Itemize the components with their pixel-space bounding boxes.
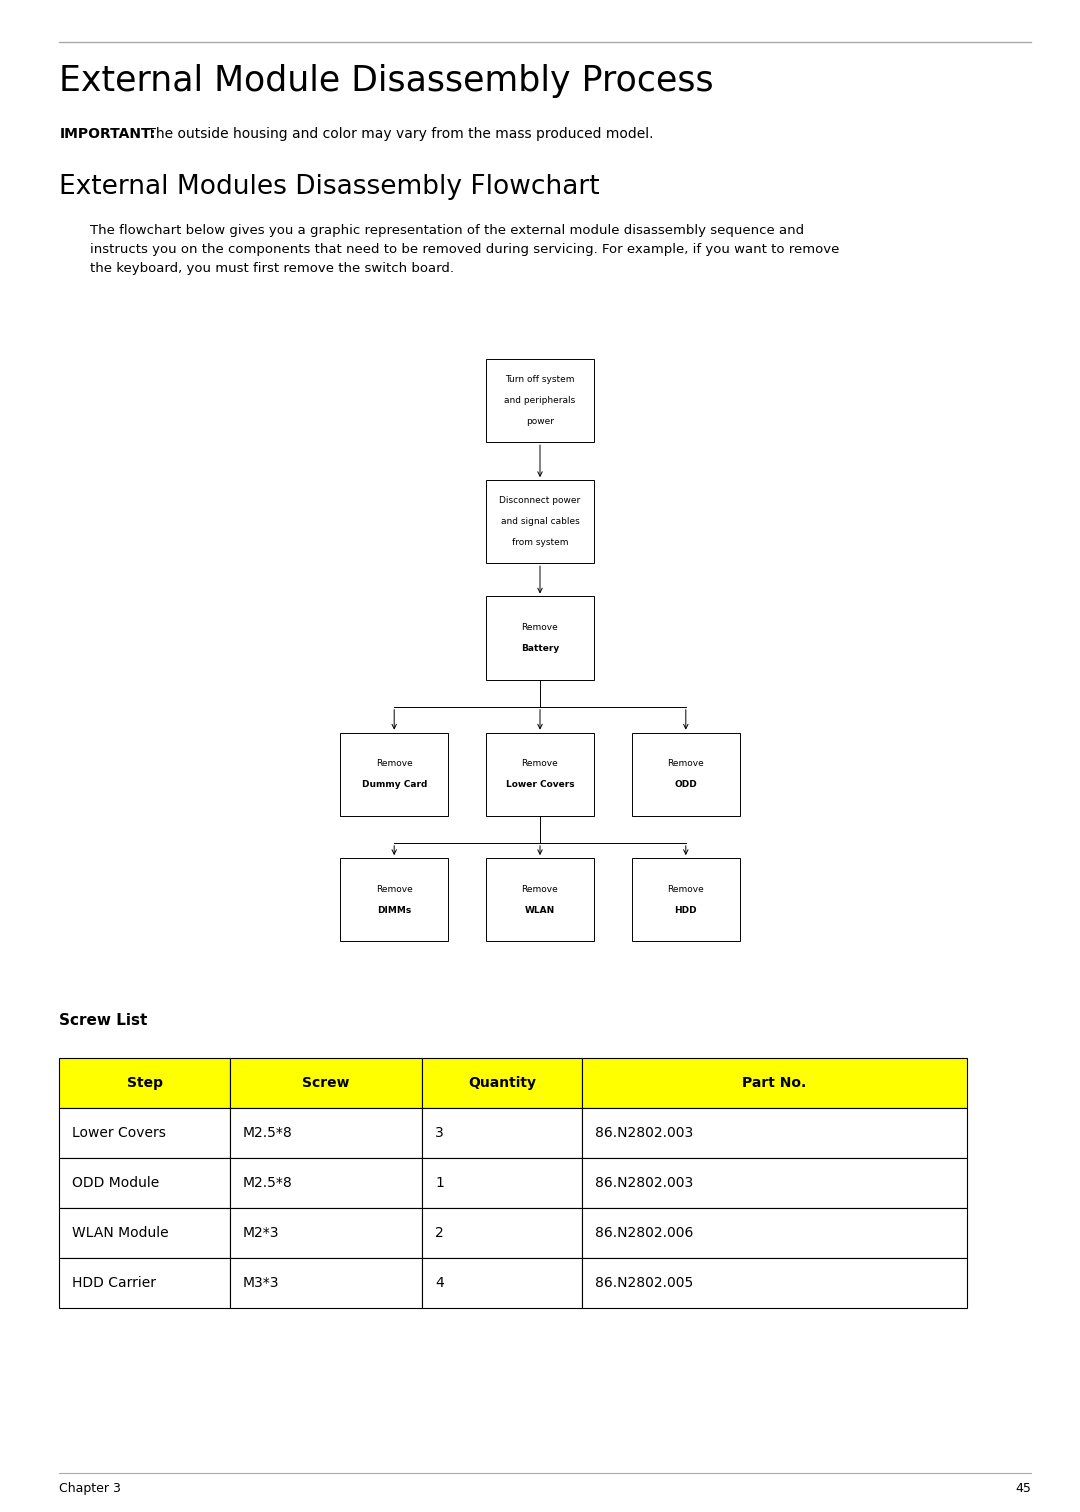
Text: Part No.: Part No. <box>742 1077 807 1090</box>
FancyBboxPatch shape <box>486 481 594 562</box>
FancyBboxPatch shape <box>486 358 594 442</box>
Text: from system: from system <box>512 538 568 547</box>
Text: 86.N2802.006: 86.N2802.006 <box>595 1226 693 1240</box>
Text: 86.N2802.003: 86.N2802.003 <box>595 1126 693 1140</box>
Text: Step: Step <box>126 1077 163 1090</box>
FancyBboxPatch shape <box>59 1108 230 1158</box>
Text: M2.5*8: M2.5*8 <box>243 1126 293 1140</box>
Text: M2.5*8: M2.5*8 <box>243 1176 293 1190</box>
FancyBboxPatch shape <box>582 1058 967 1108</box>
FancyBboxPatch shape <box>422 1208 582 1258</box>
Text: Screw: Screw <box>302 1077 350 1090</box>
FancyBboxPatch shape <box>340 859 448 940</box>
FancyBboxPatch shape <box>340 733 448 816</box>
Text: DIMMs: DIMMs <box>377 906 411 915</box>
Text: The outside housing and color may vary from the mass produced model.: The outside housing and color may vary f… <box>143 127 653 141</box>
Text: 45: 45 <box>1015 1482 1031 1495</box>
FancyBboxPatch shape <box>582 1208 967 1258</box>
FancyBboxPatch shape <box>230 1258 422 1308</box>
Text: 86.N2802.005: 86.N2802.005 <box>595 1276 693 1290</box>
Text: Remove: Remove <box>522 885 558 894</box>
Text: 2: 2 <box>435 1226 444 1240</box>
Text: 3: 3 <box>435 1126 444 1140</box>
Text: Remove: Remove <box>522 759 558 768</box>
FancyBboxPatch shape <box>582 1158 967 1208</box>
FancyBboxPatch shape <box>422 1258 582 1308</box>
FancyBboxPatch shape <box>230 1108 422 1158</box>
Text: Remove: Remove <box>376 885 413 894</box>
Text: 4: 4 <box>435 1276 444 1290</box>
Text: Screw List: Screw List <box>59 1013 148 1028</box>
FancyBboxPatch shape <box>230 1158 422 1208</box>
FancyBboxPatch shape <box>59 1058 230 1108</box>
FancyBboxPatch shape <box>486 859 594 940</box>
FancyBboxPatch shape <box>582 1108 967 1158</box>
Text: 1: 1 <box>435 1176 444 1190</box>
Text: Dummy Card: Dummy Card <box>362 780 427 789</box>
Text: power: power <box>526 417 554 426</box>
Text: and peripherals: and peripherals <box>504 396 576 405</box>
FancyBboxPatch shape <box>632 859 740 940</box>
FancyBboxPatch shape <box>582 1258 967 1308</box>
FancyBboxPatch shape <box>422 1158 582 1208</box>
FancyBboxPatch shape <box>59 1208 230 1258</box>
Text: Disconnect power: Disconnect power <box>499 496 581 505</box>
Text: 86.N2802.003: 86.N2802.003 <box>595 1176 693 1190</box>
Text: ODD: ODD <box>674 780 698 789</box>
Text: Lower Covers: Lower Covers <box>505 780 575 789</box>
FancyBboxPatch shape <box>486 596 594 680</box>
FancyBboxPatch shape <box>632 733 740 816</box>
Text: M2*3: M2*3 <box>243 1226 280 1240</box>
Text: The flowchart below gives you a graphic representation of the external module di: The flowchart below gives you a graphic … <box>90 224 839 275</box>
Text: Remove: Remove <box>522 623 558 632</box>
FancyBboxPatch shape <box>59 1158 230 1208</box>
Text: Chapter 3: Chapter 3 <box>59 1482 121 1495</box>
Text: M3*3: M3*3 <box>243 1276 280 1290</box>
Text: ODD Module: ODD Module <box>72 1176 160 1190</box>
Text: Battery: Battery <box>521 644 559 653</box>
Text: Remove: Remove <box>667 759 704 768</box>
Text: HDD: HDD <box>675 906 697 915</box>
Text: External Modules Disassembly Flowchart: External Modules Disassembly Flowchart <box>59 174 600 200</box>
Text: Remove: Remove <box>376 759 413 768</box>
Text: IMPORTANT:: IMPORTANT: <box>59 127 156 141</box>
Text: and signal cables: and signal cables <box>501 517 579 526</box>
Text: WLAN Module: WLAN Module <box>72 1226 168 1240</box>
FancyBboxPatch shape <box>59 1258 230 1308</box>
Text: External Module Disassembly Process: External Module Disassembly Process <box>59 64 714 97</box>
FancyBboxPatch shape <box>422 1108 582 1158</box>
FancyBboxPatch shape <box>422 1058 582 1108</box>
Text: Turn off system: Turn off system <box>505 375 575 384</box>
Text: Lower Covers: Lower Covers <box>72 1126 166 1140</box>
Text: Remove: Remove <box>667 885 704 894</box>
FancyBboxPatch shape <box>486 733 594 816</box>
Text: WLAN: WLAN <box>525 906 555 915</box>
Text: HDD Carrier: HDD Carrier <box>72 1276 157 1290</box>
FancyBboxPatch shape <box>230 1058 422 1108</box>
FancyBboxPatch shape <box>230 1208 422 1258</box>
Text: Quantity: Quantity <box>469 1077 536 1090</box>
